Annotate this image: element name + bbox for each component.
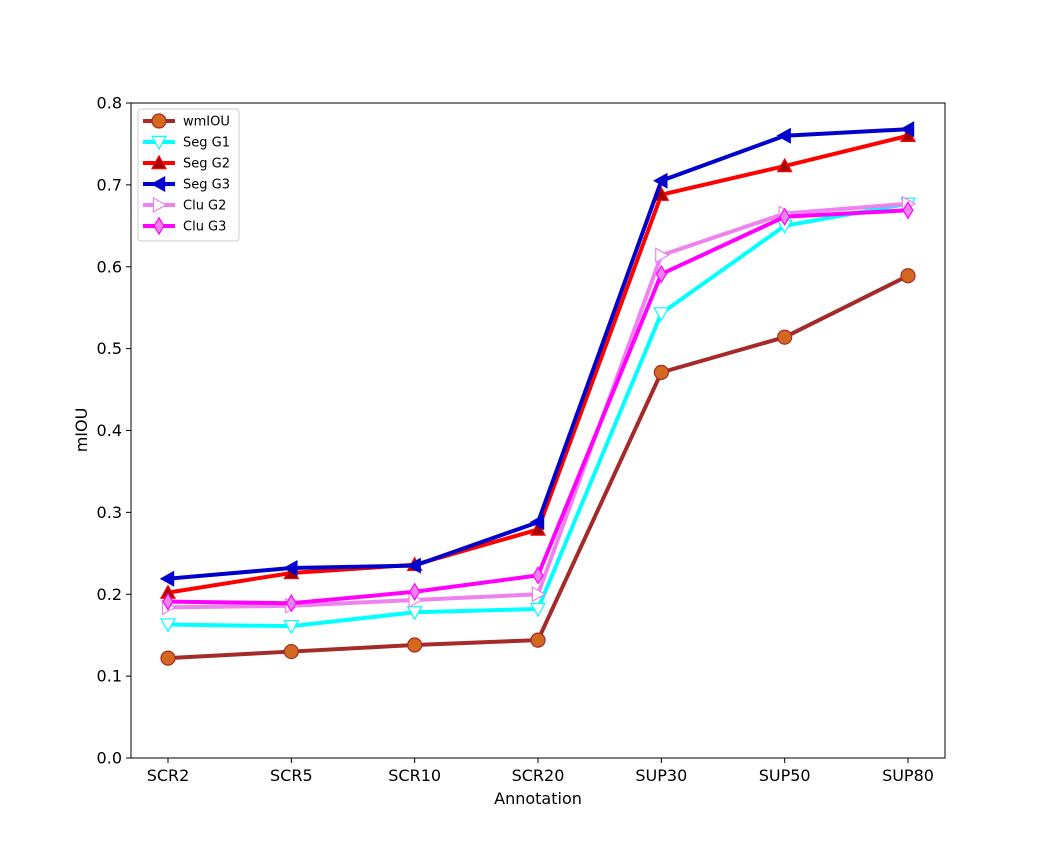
y-tick-label: 0.0 [97,749,122,768]
x-tick-label: SUP50 [759,766,811,785]
x-tick-label: SCR2 [147,766,190,785]
y-axis: 0.0 0.1 0.2 0.3 0.4 0.5 0.6 0.7 0.8 [97,94,131,768]
y-axis-label: mIOU [72,408,91,453]
x-axis-label: Annotation [494,789,582,808]
legend-label: wmIOU [183,115,230,130]
x-tick-label: SUP30 [635,766,687,785]
legend-label: Seg G3 [183,178,230,193]
data-point [529,602,547,618]
legend-label: Seg G2 [183,157,230,172]
legend-marker [151,113,167,129]
y-tick-label: 0.7 [97,175,122,194]
data-point [160,650,176,666]
data-point [655,247,670,264]
x-tick-label: SCR5 [270,766,313,785]
data-point [776,157,793,173]
legend-entry: wmIOU [143,113,230,130]
data-point [529,521,547,536]
legend-label: Clu G2 [183,199,226,214]
legend-entry: Clu G2 [143,196,226,214]
legend-marker [150,175,166,193]
data-point [406,557,421,574]
data-point [283,560,298,577]
data-point [902,201,914,220]
data-point [283,643,299,660]
y-tick-label: 0.8 [97,94,122,113]
y-tick-label: 0.4 [97,421,122,440]
x-tick-label: SCR10 [388,766,441,785]
data-point [407,637,423,653]
data-point [777,329,793,345]
data-point [655,264,667,284]
legend-entry: Seg G1 [143,136,230,151]
legend-entry: Clu G3 [143,216,226,236]
legend-label: Clu G3 [183,220,226,235]
data-point [776,127,791,144]
series-seg-g3 [159,121,915,587]
y-tick-label: 0.6 [97,257,122,276]
legend-marker [150,135,168,151]
data-point [653,307,670,322]
series-layer [159,121,917,666]
data-point [531,586,547,603]
x-axis: SCR2 SCR5 SCR10 SCR20 SUP30 SUP50 SUP80 [147,758,934,785]
data-point [899,121,915,138]
y-tick-label: 0.3 [97,503,122,522]
data-point [285,594,297,613]
data-point [162,592,174,611]
x-tick-label: SUP80 [882,766,934,785]
legend-marker [152,196,168,214]
data-point [653,364,669,380]
series-clu-g3 [162,201,914,613]
data-point [653,172,668,189]
legend-entry: Seg G2 [143,154,230,172]
legend: wmIOU Seg G1 Seg G2 Seg G3 Clu G2 Clu G3 [137,108,240,242]
data-point [900,268,916,284]
legend-marker [153,216,165,236]
x-tick-label: SCR20 [512,766,565,785]
data-point [159,618,177,633]
data-point [409,582,421,601]
y-tick-label: 0.1 [97,667,122,686]
y-tick-label: 0.5 [97,339,122,358]
legend-marker [150,154,168,170]
plot-area [131,103,945,758]
y-tick-label: 0.2 [97,585,122,604]
data-point [159,570,175,587]
legend-label: Seg G1 [183,136,230,151]
series-wmiou [160,268,916,666]
legend-entry: Seg G3 [143,175,230,193]
data-point [283,619,300,635]
data-point [406,606,423,621]
data-point [529,514,545,531]
data-point [779,207,791,227]
series-seg-g2 [159,127,917,599]
data-point [532,566,544,585]
data-point [530,632,546,648]
